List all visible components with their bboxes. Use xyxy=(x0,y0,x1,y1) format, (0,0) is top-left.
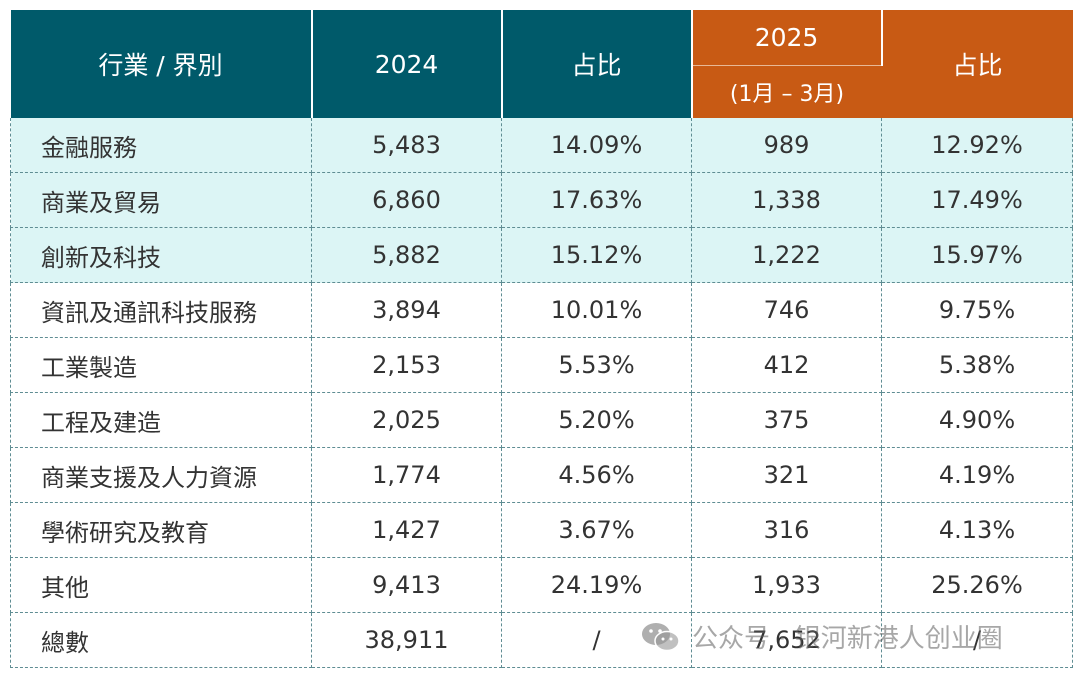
cell-industry: 其他 xyxy=(10,557,312,613)
cell-2024-value: 38,911 xyxy=(311,612,502,668)
cell-industry: 商業支援及人力資源 xyxy=(10,447,312,503)
table-row: 工程及建造 2,025 5.20% 375 4.90% xyxy=(10,392,1073,448)
cell-2025-value: 7,652 xyxy=(691,612,882,668)
cell-2024-share: 5.53% xyxy=(501,337,692,393)
header-industry: 行業 / 界別 xyxy=(10,10,313,118)
header-2024: 2024 xyxy=(311,10,503,118)
cell-2024-share: 10.01% xyxy=(501,282,692,338)
cell-2025-share: 17.49% xyxy=(881,172,1073,228)
cell-2025-share: 25.26% xyxy=(881,557,1073,613)
cell-2024-value: 1,427 xyxy=(311,502,502,558)
cell-2025-value: 412 xyxy=(691,337,882,393)
cell-2024-value: 5,882 xyxy=(311,227,502,283)
table-row: 創新及科技 5,882 15.12% 1,222 15.97% xyxy=(10,227,1073,283)
table-row: 其他 9,413 24.19% 1,933 25.26% xyxy=(10,557,1073,613)
cell-2024-value: 1,774 xyxy=(311,447,502,503)
cell-2025-share: 4.13% xyxy=(881,502,1073,558)
cell-2025-value: 1,338 xyxy=(691,172,882,228)
cell-2024-share: 15.12% xyxy=(501,227,692,283)
header-2025-period: (1月 – 3月) xyxy=(691,65,882,118)
cell-2025-share: 12.92% xyxy=(881,118,1073,173)
cell-industry: 金融服務 xyxy=(10,118,312,173)
table-row: 工業製造 2,153 5.53% 412 5.38% xyxy=(10,337,1073,393)
header-share-2025: 占比 xyxy=(881,10,1073,118)
table-row: 商業及貿易 6,860 17.63% 1,338 17.49% xyxy=(10,172,1073,228)
cell-industry: 商業及貿易 xyxy=(10,172,312,228)
cell-2024-share: 3.67% xyxy=(501,502,692,558)
cell-industry: 工程及建造 xyxy=(10,392,312,448)
cell-2025-share: 4.19% xyxy=(881,447,1073,503)
cell-2025-share: 9.75% xyxy=(881,282,1073,338)
cell-2024-value: 2,153 xyxy=(311,337,502,393)
cell-2024-share: 24.19% xyxy=(501,557,692,613)
cell-2025-value: 1,933 xyxy=(691,557,882,613)
table-row: 商業支援及人力資源 1,774 4.56% 321 4.19% xyxy=(10,447,1073,503)
table-row: 資訊及通訊科技服務 3,894 10.01% 746 9.75% xyxy=(10,282,1073,338)
table-row: 總數 38,911/7,652/ xyxy=(10,612,1073,668)
cell-2024-value: 3,894 xyxy=(311,282,502,338)
cell-industry: 學術研究及教育 xyxy=(10,502,312,558)
table-body: 金融服務 5,483 14.09% 989 12.92% 商業及貿易 6,860 17.63%… xyxy=(10,118,1073,668)
table-row: 學術研究及教育 1,427 3.67% 316 4.13% xyxy=(10,502,1073,558)
cell-industry: 資訊及通訊科技服務 xyxy=(10,282,312,338)
cell-2025-share: 4.90% xyxy=(881,392,1073,448)
cell-industry: 工業製造 xyxy=(10,337,312,393)
cell-2024-share: 17.63% xyxy=(501,172,692,228)
cell-2025-share: / xyxy=(881,612,1073,668)
cell-2024-value: 2,025 xyxy=(311,392,502,448)
cell-2025-value: 746 xyxy=(691,282,882,338)
cell-2025-value: 989 xyxy=(691,118,882,173)
cell-2025-value: 321 xyxy=(691,447,882,503)
table-row: 金融服務 5,483 14.09% 989 12.92% xyxy=(10,118,1073,173)
cell-industry: 創新及科技 xyxy=(10,227,312,283)
cell-2024-share: 5.20% xyxy=(501,392,692,448)
cell-2024-share: / xyxy=(501,612,692,668)
cell-2024-value: 5,483 xyxy=(311,118,502,173)
header-share-2024: 占比 xyxy=(501,10,693,118)
cell-industry: 總數 xyxy=(10,612,312,668)
cell-2024-share: 14.09% xyxy=(501,118,692,173)
cell-2025-value: 1,222 xyxy=(691,227,882,283)
cell-2025-value: 316 xyxy=(691,502,882,558)
table-header: 行業 / 界別 2024 占比 2025 占比 (1月 – 3月) xyxy=(10,10,1073,118)
header-2025: 2025 xyxy=(691,10,883,66)
cell-2024-value: 9,413 xyxy=(311,557,502,613)
cell-2025-share: 5.38% xyxy=(881,337,1073,393)
cell-2024-value: 6,860 xyxy=(311,172,502,228)
cell-2025-value: 375 xyxy=(691,392,882,448)
cell-2025-share: 15.97% xyxy=(881,227,1073,283)
cell-2024-share: 4.56% xyxy=(501,447,692,503)
industry-table: 行業 / 界別 2024 占比 2025 占比 (1月 – 3月) 金融服務 5,… xyxy=(10,10,1073,668)
